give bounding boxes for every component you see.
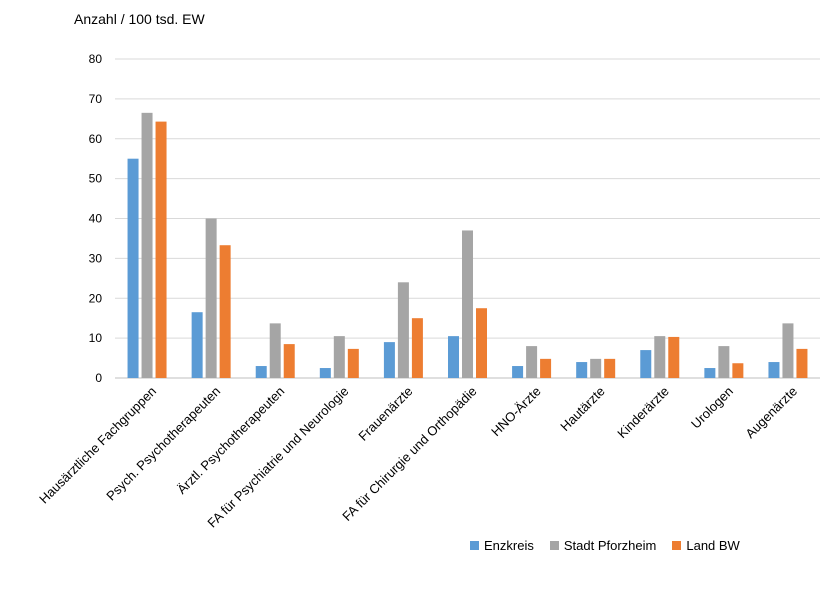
bar [576,362,588,378]
bar [191,312,203,378]
bar [255,366,267,378]
bar [397,282,409,378]
x-tick-label: Hausärztliche Fachgruppen [36,384,159,507]
x-tick-label: Kinderärzte [614,384,672,442]
bar [462,230,473,378]
bar [540,358,552,378]
bar [668,336,680,378]
bar [333,336,345,378]
bar [604,358,616,378]
y-tick-label: 20 [89,291,103,305]
bars [127,112,808,379]
legend-swatch [470,541,479,550]
bar [141,112,153,379]
y-tick-label: 0 [95,371,102,385]
bar [782,323,794,378]
y-axis-label: Anzahl / 100 tsd. EW [74,11,205,27]
legend-swatch [672,541,682,550]
bar [155,121,167,378]
legend-item: Land BW [672,538,740,553]
legend-item: Enzkreis [470,538,534,553]
bar [526,346,538,378]
y-tick-label: 40 [89,212,103,226]
bar [476,308,487,378]
y-tick-label: 60 [89,132,103,146]
legend-label: Land BW [686,538,740,553]
x-tick-label: Hautärzte [557,384,607,434]
y-tick-labels: 0 10 20 30 40 50 60 70 80 [89,52,103,385]
x-tick-label: Frauenärzte [355,384,415,444]
bar [383,342,395,378]
bar [590,358,602,378]
bar [127,158,139,378]
bar [796,348,808,378]
x-tick-label: FA für Chirurgie und Orthopädie [339,384,479,524]
legend-label: Enzkreis [484,538,534,553]
bar [219,245,231,378]
bar [718,346,730,378]
x-tick-label: FA für Psychiatrie und Neurologie [204,384,351,531]
bar [411,318,423,378]
bar [319,368,331,378]
bar [732,363,744,378]
bar [640,350,652,378]
x-tick-label: Ärztl. Psychotherapeuten [174,384,287,497]
y-tick-label: 30 [89,251,103,265]
legend-label: Stadt Pforzheim [563,538,657,553]
x-tick-label: Psych. Psychotherapeuten [103,384,223,504]
y-tick-label: 70 [89,92,103,106]
y-tick-label: 50 [89,172,103,186]
bar [704,368,716,378]
bar [283,344,295,378]
legend: Enzkreis Stadt Pforzheim Land BW [470,538,740,553]
bar [347,348,359,378]
bar [768,362,780,378]
legend-swatch [549,541,559,550]
x-tick-label: HNO-Ärzte [488,384,544,440]
bar [269,323,281,378]
bar [654,336,666,378]
y-tick-label: 10 [89,331,103,345]
bar [512,366,524,378]
legend-item: Stadt Pforzheim [549,538,657,553]
x-tick-label: Augenärzte [742,384,800,442]
y-tick-label: 80 [89,52,103,66]
x-tick-label: Urologen [688,384,736,432]
bar [448,336,459,378]
bar [205,218,217,378]
